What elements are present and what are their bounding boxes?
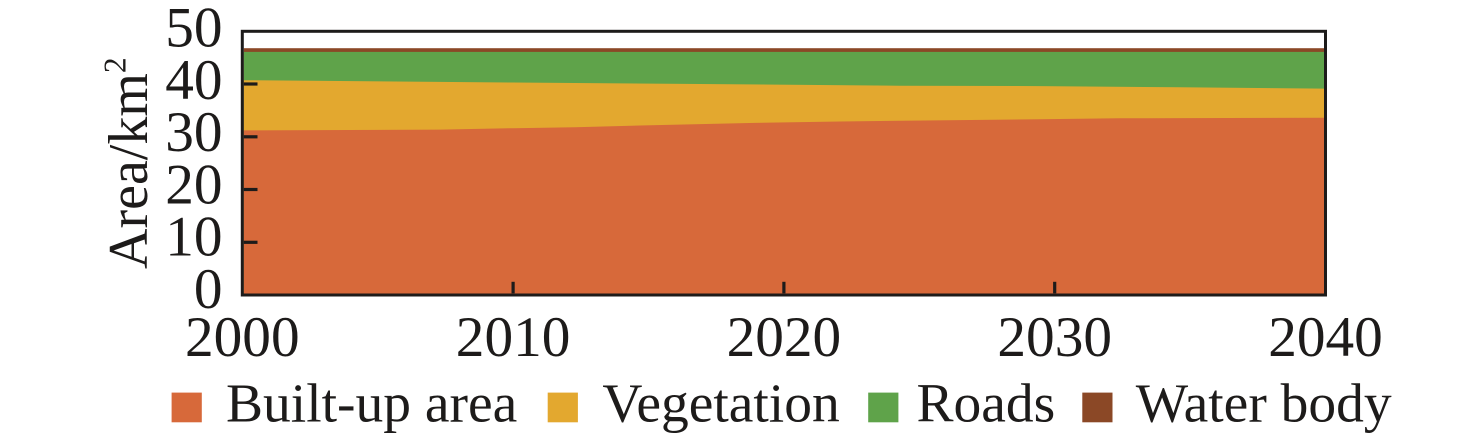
svg-text:2020: 2020 xyxy=(727,306,842,369)
svg-text:30: 30 xyxy=(165,101,222,164)
svg-text:Roads: Roads xyxy=(917,374,1056,435)
svg-text:50: 50 xyxy=(165,0,222,60)
svg-text:Area/km2: Area/km2 xyxy=(98,57,161,269)
svg-text:Vegetation: Vegetation xyxy=(602,374,839,435)
svg-text:2000: 2000 xyxy=(185,306,300,369)
svg-text:Built-up area: Built-up area xyxy=(226,374,517,435)
svg-text:Water body: Water body xyxy=(1136,374,1392,435)
svg-text:2040: 2040 xyxy=(1268,306,1383,369)
svg-text:10: 10 xyxy=(165,206,222,269)
svg-text:0: 0 xyxy=(194,258,223,321)
svg-text:2010: 2010 xyxy=(456,306,571,369)
svg-text:20: 20 xyxy=(165,153,222,216)
svg-text:40: 40 xyxy=(165,49,222,112)
svg-text:2030: 2030 xyxy=(997,306,1112,369)
